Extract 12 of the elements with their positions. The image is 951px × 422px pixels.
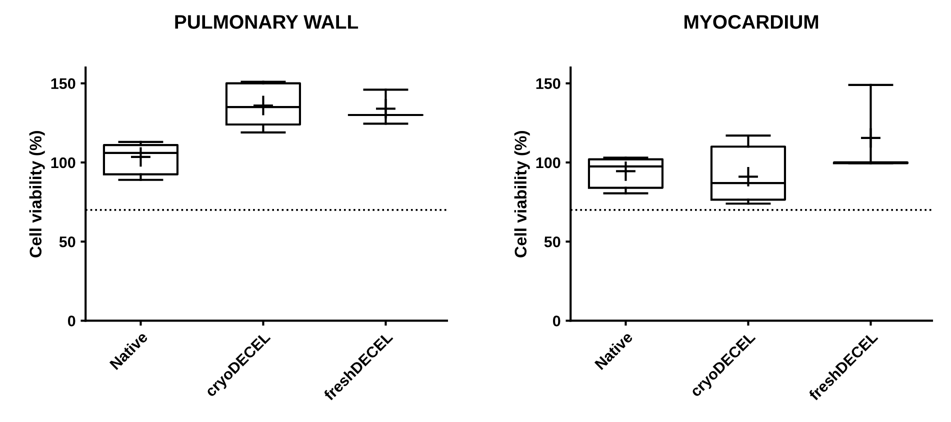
- y-tick-label: 150: [536, 78, 560, 90]
- y-tick-label: 50: [544, 236, 560, 248]
- y-tick-label: 0: [68, 316, 76, 326]
- y-axis-title: Cell viability (%): [514, 131, 530, 258]
- y-tick-label: 0: [552, 316, 560, 326]
- y-axis-title: Cell viability (%): [29, 131, 45, 258]
- chart-title: MYOCARDIUM: [684, 15, 818, 29]
- y-tick-label: 100: [51, 157, 76, 168]
- y-tick-label: 150: [51, 78, 76, 90]
- y-tick-label: 100: [536, 157, 560, 168]
- chart-title: PULMONARY WALL: [175, 15, 358, 29]
- y-tick-label: 50: [59, 236, 76, 248]
